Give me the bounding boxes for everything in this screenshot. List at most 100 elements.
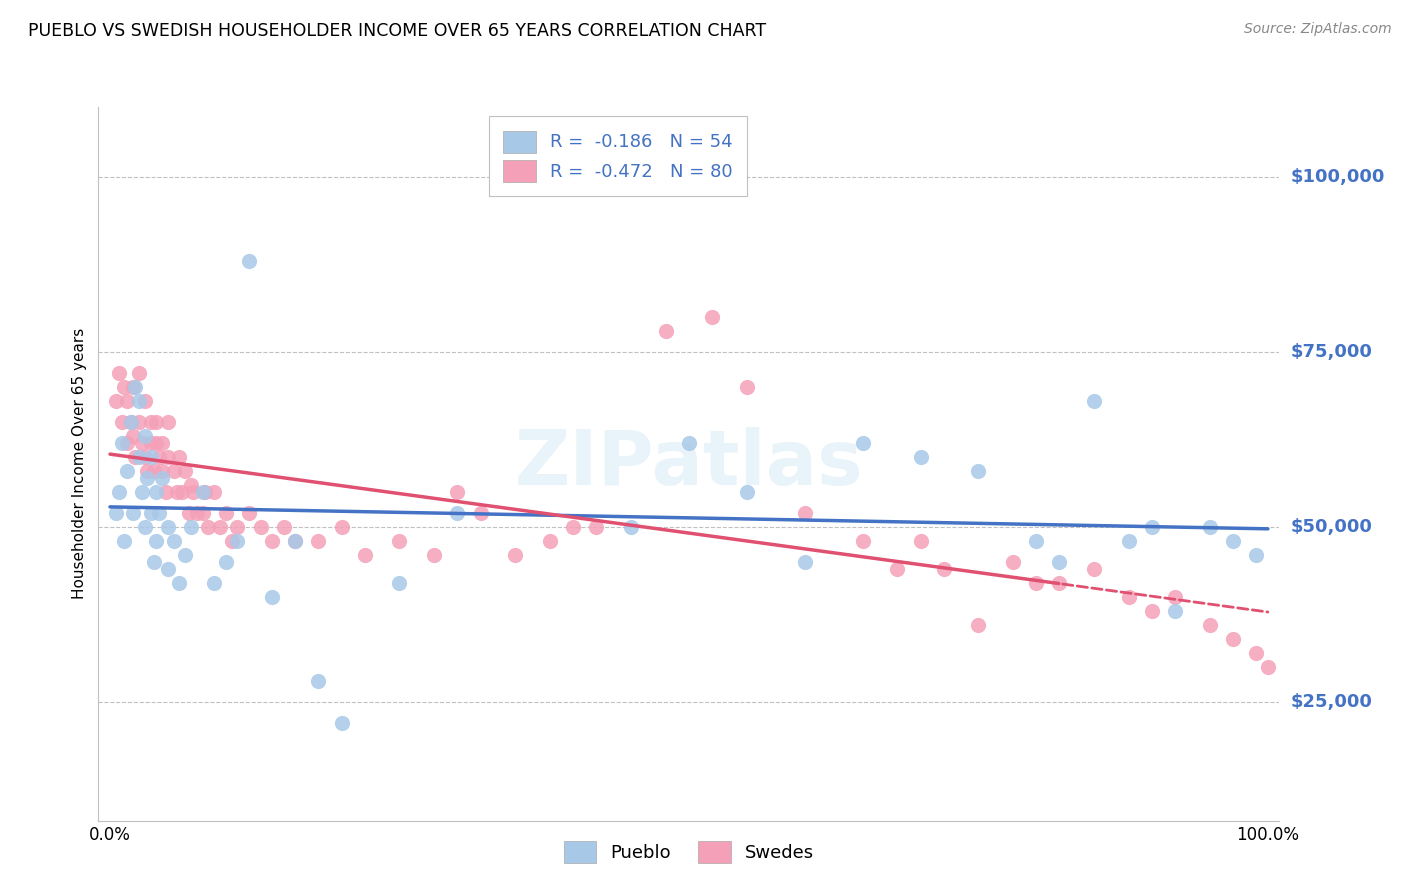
Text: $100,000: $100,000	[1291, 168, 1385, 186]
Point	[249, 520, 271, 534]
Text: $50,000: $50,000	[1291, 517, 1372, 536]
Point	[226, 520, 249, 534]
Point	[1257, 659, 1279, 673]
Point	[177, 506, 200, 520]
Point	[180, 520, 202, 534]
Point	[143, 464, 166, 478]
Point	[1199, 617, 1222, 632]
Point	[108, 366, 131, 380]
Point	[122, 429, 145, 443]
Point	[221, 533, 243, 548]
Point	[852, 435, 875, 450]
Text: $25,000: $25,000	[1291, 693, 1372, 711]
Point	[1049, 575, 1071, 590]
Point	[1246, 548, 1268, 562]
Point	[202, 575, 225, 590]
Point	[197, 520, 219, 534]
Point	[735, 484, 758, 499]
Point	[238, 506, 260, 520]
Point	[131, 484, 153, 499]
Point	[470, 506, 492, 520]
Point	[139, 435, 162, 450]
Point	[910, 450, 932, 464]
Point	[122, 506, 145, 520]
Point	[124, 380, 146, 394]
Point	[120, 415, 142, 429]
Point	[145, 484, 167, 499]
Text: ZIPatlas: ZIPatlas	[515, 427, 863, 500]
Point	[388, 575, 411, 590]
Point	[932, 562, 955, 576]
Text: Source: ZipAtlas.com: Source: ZipAtlas.com	[1244, 22, 1392, 37]
Point	[134, 520, 156, 534]
Point	[112, 533, 135, 548]
Point	[156, 415, 179, 429]
Point	[169, 450, 191, 464]
Point	[174, 548, 197, 562]
Point	[150, 471, 173, 485]
Point	[307, 673, 329, 688]
Point	[1118, 590, 1140, 604]
Point	[284, 533, 307, 548]
Point	[104, 393, 127, 408]
Point	[191, 506, 214, 520]
Point	[136, 464, 159, 478]
Point	[169, 575, 191, 590]
Point	[117, 435, 139, 450]
Point	[104, 506, 127, 520]
Legend: Pueblo, Swedes: Pueblo, Swedes	[551, 829, 827, 876]
Point	[910, 533, 932, 548]
Point	[655, 324, 678, 338]
Text: PUEBLO VS SWEDISH HOUSEHOLDER INCOME OVER 65 YEARS CORRELATION CHART: PUEBLO VS SWEDISH HOUSEHOLDER INCOME OVE…	[28, 22, 766, 40]
Point	[1025, 533, 1047, 548]
Point	[967, 617, 990, 632]
Point	[1118, 533, 1140, 548]
Point	[284, 533, 307, 548]
Text: $75,000: $75,000	[1291, 343, 1372, 361]
Point	[446, 484, 468, 499]
Point	[1025, 575, 1047, 590]
Point	[128, 366, 150, 380]
Point	[156, 520, 179, 534]
Point	[131, 435, 153, 450]
Point	[110, 415, 132, 429]
Point	[886, 562, 908, 576]
Point	[180, 478, 202, 492]
Point	[183, 484, 205, 499]
Point	[1002, 555, 1025, 569]
Point	[194, 484, 217, 499]
Point	[503, 548, 526, 562]
Point	[202, 484, 225, 499]
Point	[134, 450, 156, 464]
Point	[156, 562, 179, 576]
Point	[148, 506, 170, 520]
Point	[388, 533, 411, 548]
Point	[273, 520, 295, 534]
Point	[136, 471, 159, 485]
Point	[139, 415, 162, 429]
Point	[150, 435, 173, 450]
Point	[134, 393, 156, 408]
Point	[191, 484, 214, 499]
Point	[262, 590, 284, 604]
Point	[128, 415, 150, 429]
Point	[562, 520, 585, 534]
Point	[307, 533, 329, 548]
Point	[852, 533, 875, 548]
Point	[108, 484, 131, 499]
Point	[215, 555, 238, 569]
Point	[120, 415, 142, 429]
Point	[208, 520, 231, 534]
Point	[148, 450, 170, 464]
Point	[1083, 393, 1105, 408]
Point	[678, 435, 700, 450]
Point	[166, 484, 188, 499]
Point	[163, 533, 186, 548]
Point	[170, 484, 193, 499]
Point	[124, 450, 146, 464]
Point	[1049, 555, 1071, 569]
Point	[128, 450, 150, 464]
Point	[1164, 604, 1187, 618]
Point	[1140, 520, 1163, 534]
Point	[262, 533, 284, 548]
